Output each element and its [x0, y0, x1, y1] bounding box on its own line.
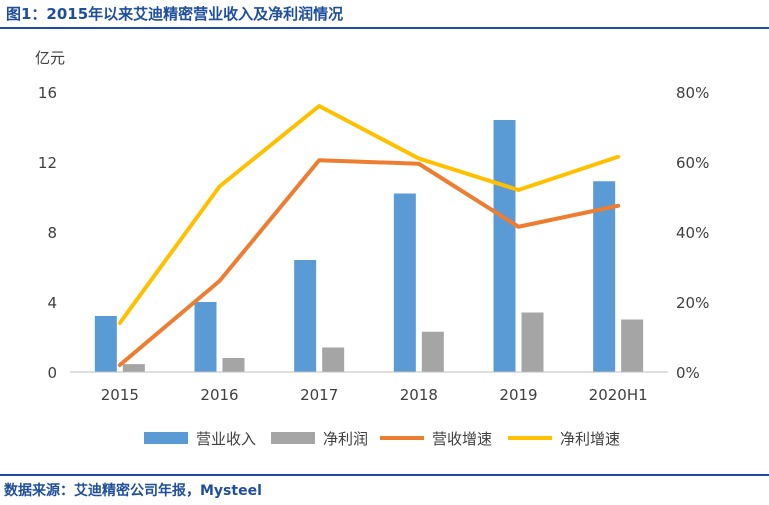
category-label-2015: 2015	[101, 386, 139, 404]
bar-净利润-2020h1	[621, 319, 644, 372]
source-note: 数据来源：艾迪精密公司年报，Mysteel	[4, 483, 262, 499]
left-axis-unit: 亿元	[35, 49, 65, 67]
right-tick-80pct: 80%	[676, 84, 709, 102]
left-tick-12: 12	[38, 154, 57, 172]
lines-layer	[117, 104, 621, 367]
right-axis-ticks: 0% 20% 40% 60% 80%	[676, 84, 709, 382]
page-title: 图1：2015年以来艾迪精密营业收入及净利润情况	[6, 5, 344, 23]
bar-营业收入-2019	[493, 120, 516, 372]
bar-营业收入-2020h1	[593, 181, 616, 372]
bar-净利润-2018	[421, 331, 444, 372]
category-label-2018: 2018	[400, 386, 438, 404]
left-tick-16: 16	[38, 84, 57, 102]
bar-净利润-2019	[521, 312, 544, 372]
right-tick-0pct: 0%	[676, 364, 700, 382]
category-label-2017: 2017	[300, 386, 338, 404]
legend-label-净利增速: 净利增速	[560, 430, 620, 448]
bars-layer	[94, 120, 644, 372]
bar-营业收入-2018	[393, 193, 416, 372]
bar-营业收入-2017	[294, 260, 317, 372]
line-营收增速	[117, 158, 621, 367]
bar-净利润-2015	[122, 364, 145, 372]
legend-swatch-净利润	[271, 432, 315, 444]
bar-净利润-2016	[222, 358, 245, 372]
legend-label-营业收入: 营业收入	[196, 430, 256, 448]
legend-label-净利润: 净利润	[323, 430, 368, 448]
footer-divider	[0, 474, 769, 476]
right-tick-60pct: 60%	[676, 154, 709, 172]
category-labels: 2015 2016 2017 2018 2019 2020H1	[101, 386, 648, 404]
right-tick-40pct: 40%	[676, 224, 709, 242]
bar-净利润-2017	[322, 347, 345, 372]
category-label-2020h1: 2020H1	[589, 386, 648, 404]
left-tick-4: 4	[47, 294, 57, 312]
legend: 营业收入 净利润 营收增速 净利增速	[144, 430, 620, 448]
title-divider	[0, 27, 769, 29]
right-tick-20pct: 20%	[676, 294, 709, 312]
left-tick-8: 8	[47, 224, 57, 242]
bar-营业收入-2016	[194, 302, 217, 372]
line-净利增速	[117, 104, 621, 325]
bar-营业收入-2015	[94, 316, 117, 372]
left-tick-0: 0	[47, 364, 57, 382]
legend-swatch-营业收入	[144, 432, 188, 444]
legend-label-营收增速: 营收增速	[432, 430, 492, 448]
category-label-2019: 2019	[499, 386, 537, 404]
left-axis-ticks: 0 4 8 12 16	[38, 84, 57, 382]
category-label-2016: 2016	[200, 386, 238, 404]
